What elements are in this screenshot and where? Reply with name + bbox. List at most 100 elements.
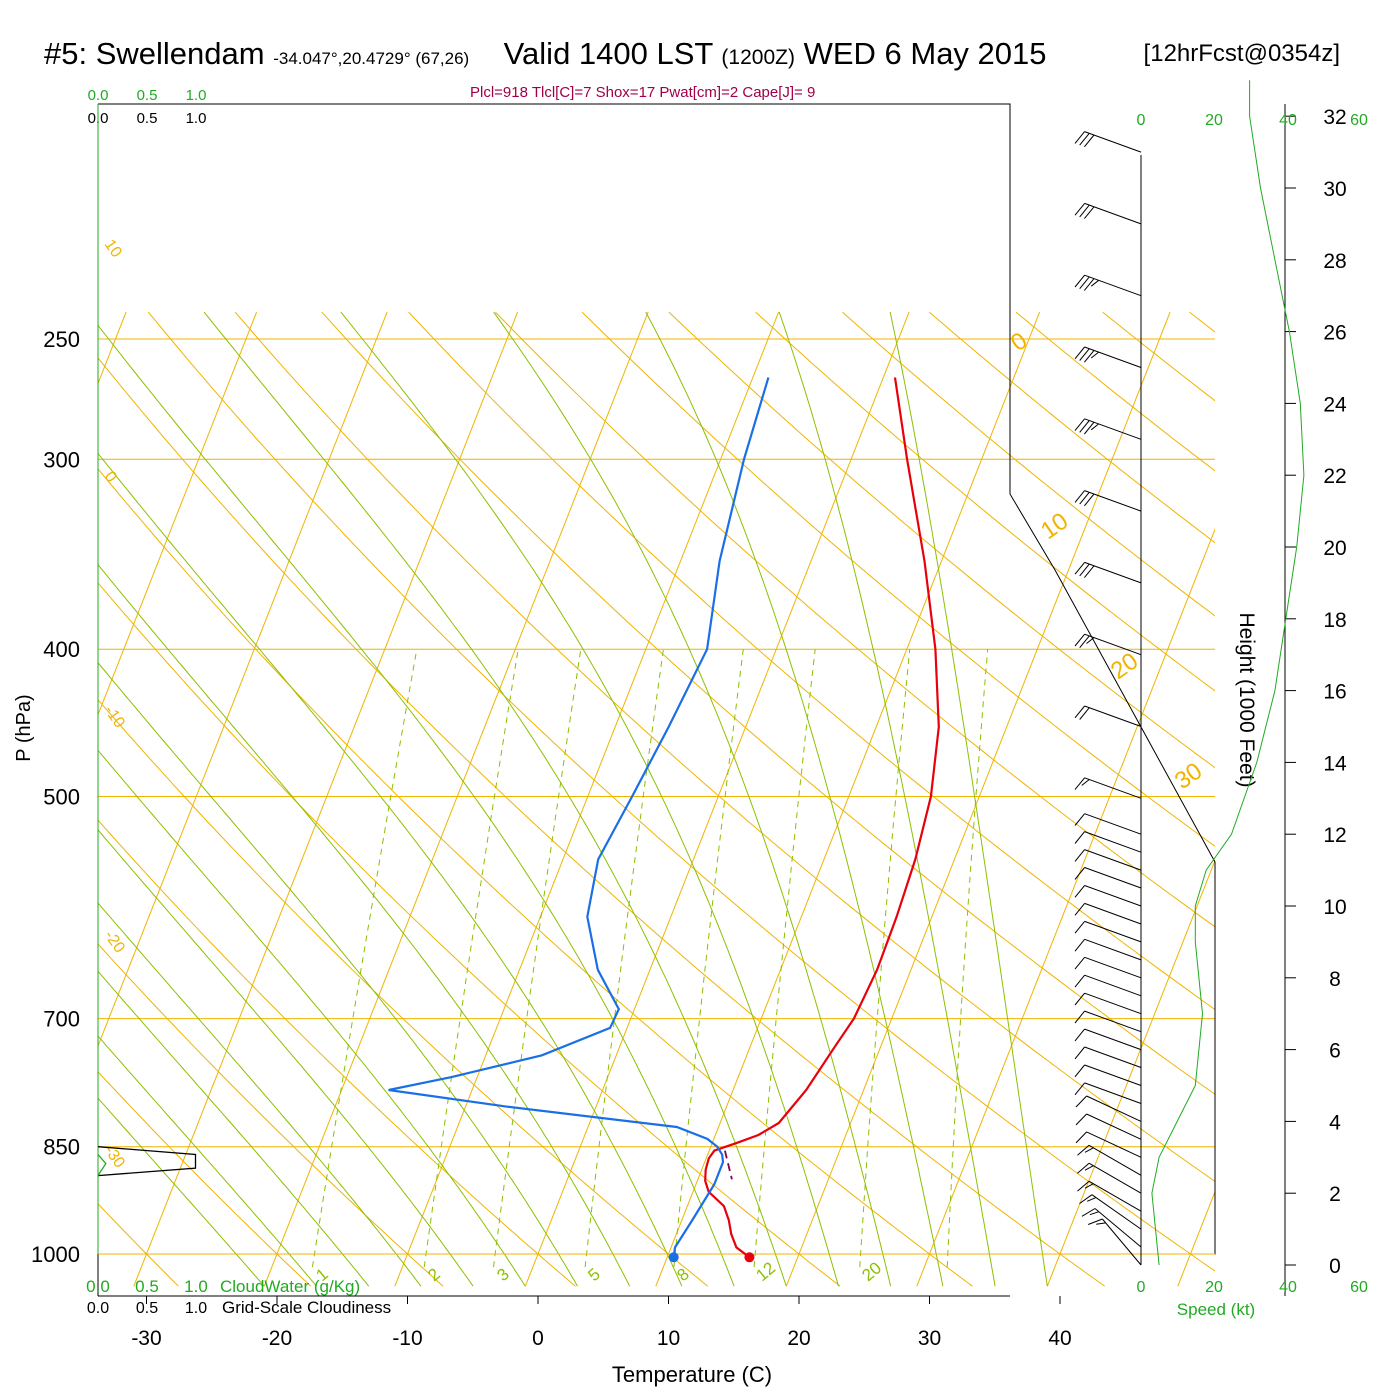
utc-time: (1200Z) [721, 46, 795, 69]
dewpoint-profile [388, 377, 770, 1258]
isotherm-line [524, 311, 910, 1287]
wind-barb-flag [1084, 1165, 1094, 1171]
dry-adiabat-line [0, 312, 46, 1286]
wind-barb-staff [1084, 561, 1142, 584]
x-tick-label: -10 [392, 1327, 422, 1350]
height-tick-label: 14 [1323, 752, 1347, 775]
wind-barb-staff [1084, 1082, 1142, 1104]
speed-tick-bottom: 60 [1350, 1279, 1368, 1296]
mixing-ratio-line [673, 649, 744, 1268]
isotherm-line [394, 311, 780, 1287]
wind-barb-staff [1084, 274, 1142, 297]
speed-tick-bottom: 40 [1279, 1279, 1297, 1296]
moist-adiabat-line [98, 749, 526, 1287]
dry-adiabat-line [321, 311, 1215, 1095]
wind-barb [1074, 418, 1142, 440]
moist-adiabat-line [340, 311, 839, 1287]
wind-barb-flag [1074, 203, 1085, 216]
wind-barb-staff [1084, 1064, 1142, 1086]
dry-adiabat-line [1102, 311, 1215, 402]
moist-adiabat-line [98, 1097, 265, 1287]
surface-dewpoint-dot [668, 1252, 679, 1263]
height-tick-label: 20 [1323, 537, 1346, 560]
valid-date: WED 6 May 2015 [803, 36, 1047, 71]
wind-barb-staff [1084, 974, 1142, 997]
dry-adiabat-line [98, 943, 444, 1287]
wind-barb-staff [1084, 1028, 1142, 1051]
wind-barb-staff [1088, 1144, 1142, 1176]
wind-barb [1074, 938, 1142, 961]
wind-barb [1074, 274, 1142, 297]
wind-barb-flag [1074, 274, 1085, 288]
y-tick-label: 500 [43, 785, 80, 810]
wind-barb-flag [1075, 1095, 1087, 1108]
height-tick-label: 28 [1323, 250, 1346, 273]
mixing-ratio-label: 12 [752, 1258, 779, 1285]
dry-adiabat-line [1189, 311, 1215, 333]
wind-barb-flag [1096, 1222, 1106, 1225]
cloudiness-scale-bottom: 1.0 [185, 1300, 207, 1317]
wind-barb-staff [1084, 1010, 1142, 1033]
cloudiness-scale-bottom: 0.0 [87, 1300, 109, 1317]
isotherm-line [98, 311, 388, 1048]
valid-time: Valid 1400 LST [503, 36, 713, 71]
dry-adiabat-label: 10 [101, 237, 125, 261]
dry-adiabat-line [98, 819, 576, 1287]
height-axis-title: Height (1000 Feet) [1235, 612, 1258, 787]
mixing-ratio-label: 8 [673, 1264, 692, 1285]
sounding-stats: Plcl=918 Tlcl[C]=7 Shox=17 Pwat[cm]=2 Ca… [470, 84, 816, 101]
height-tick-label: 8 [1329, 968, 1341, 991]
wind-barb-flag [1074, 1028, 1085, 1042]
mixing-ratio-label: 5 [584, 1264, 603, 1285]
wind-barb-flag [1077, 1162, 1090, 1174]
wind-barb-flag [1074, 992, 1085, 1006]
wind-barb-flag [1087, 1197, 1097, 1202]
mixing-ratio-line [859, 649, 911, 1268]
moist-adiabat-line [98, 970, 370, 1287]
mixing-ratio-line [423, 649, 519, 1268]
x-axis-title: Temperature (C) [612, 1362, 772, 1387]
cloudwater-scale-bottom: 0.0 [86, 1277, 110, 1296]
x-tick-label: 20 [787, 1327, 810, 1350]
chart-title: #5: Swellendam -34.047°,20.4729° (67,26)… [44, 36, 1047, 72]
wind-barb-flag [1074, 974, 1085, 988]
height-tick-label: 10 [1323, 896, 1346, 919]
wind-barb-staff [1084, 885, 1142, 907]
cloudiness-label: Grid-Scale Cloudiness [222, 1298, 391, 1317]
wind-barb-flag [1079, 491, 1090, 505]
dry-adiabat-label: -10 [101, 703, 128, 732]
wind-barb [1081, 1208, 1142, 1248]
wind-barb-staff [1086, 1113, 1142, 1140]
wind-barb-flag [1074, 849, 1085, 862]
cloudwater-scale-bottom: 0.5 [135, 1277, 159, 1296]
wind-barb-flag [1090, 279, 1100, 287]
wind-barb-flag [1074, 1082, 1085, 1096]
wind-barb-staff [1084, 346, 1142, 368]
speed-tick-top: 0 [1137, 112, 1146, 129]
wind-barb-flag [1074, 705, 1085, 719]
dry-adiabat-line [581, 311, 1215, 847]
wind-barb-staff [1084, 849, 1142, 871]
x-tick-label: 10 [657, 1327, 680, 1350]
mixing-ratio-line [493, 649, 582, 1268]
x-tick-label: 40 [1048, 1327, 1071, 1350]
dry-adiabat-line [495, 311, 1215, 928]
wind-barb-staff [1088, 1162, 1142, 1194]
wind-barb-flag [1084, 565, 1095, 578]
wind-barb-flag [1074, 938, 1085, 952]
wind-barb-flag [1074, 885, 1085, 898]
height-tick-label: 24 [1323, 393, 1347, 416]
height-tick-label: 4 [1329, 1111, 1341, 1134]
wind-barb-flag [1079, 204, 1090, 218]
wind-barb-flag [1089, 1211, 1100, 1216]
wind-barb-flag [1074, 777, 1085, 790]
isotherm-line [655, 311, 1041, 1287]
moist-adiabat-line [98, 902, 422, 1287]
wind-barb-flag [1081, 1208, 1096, 1217]
wind-barb-flag [1084, 1183, 1094, 1189]
speed-axis-title: Speed (kt) [1177, 1300, 1255, 1319]
cloudwater-label: CloudWater (g/Kg) [220, 1277, 360, 1296]
wind-barb-staff [1084, 633, 1142, 656]
wind-barb-staff [1084, 131, 1142, 153]
dry-adiabat-line [1363, 312, 1400, 1286]
